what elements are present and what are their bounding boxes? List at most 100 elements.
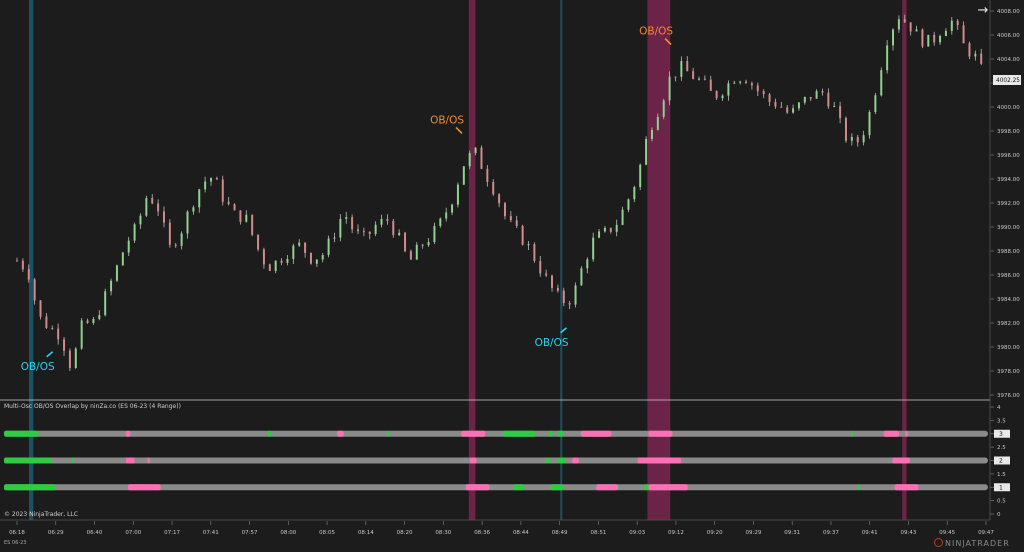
signal-band-ob-1 — [468, 0, 476, 520]
candle-156 — [933, 31, 936, 46]
candle-body-6 — [51, 328, 54, 330]
candle-66 — [404, 231, 407, 253]
candle-133 — [797, 101, 800, 111]
candle-body-126 — [756, 85, 759, 92]
candle-141 — [844, 116, 847, 143]
arrow-right-icon[interactable]: → — [977, 3, 989, 18]
signal-text-1: OB/OS — [430, 114, 464, 126]
candle-body-131 — [786, 107, 789, 113]
candle-108 — [650, 127, 653, 142]
candle-body-123 — [739, 81, 742, 83]
price-tick-15: 3978.00 — [997, 369, 1020, 375]
candle-106 — [639, 163, 642, 191]
candle-body-69 — [421, 244, 424, 246]
candle-3 — [33, 277, 36, 305]
track-1-segment-4 — [550, 484, 564, 491]
track-1-segment-2 — [465, 484, 490, 491]
time-tick-7: 08:00 — [280, 530, 296, 536]
candle-137 — [821, 88, 824, 96]
time-tick-16: 09:03 — [629, 530, 645, 536]
price-tick-16: 3976.00 — [997, 393, 1020, 399]
candle-144 — [862, 130, 865, 146]
track-level-marker-1 — [994, 483, 1010, 492]
candle-7 — [57, 323, 60, 345]
candle-142 — [850, 133, 853, 146]
candle-body-66 — [404, 232, 407, 252]
candle-body-81 — [492, 182, 495, 195]
candle-body-58 — [357, 229, 360, 232]
candle-body-89 — [539, 260, 542, 274]
candle-body-110 — [662, 100, 665, 117]
candle-body-18 — [121, 252, 124, 266]
candle-129 — [774, 98, 777, 109]
candle-87 — [527, 240, 530, 251]
candle-27 — [174, 242, 177, 248]
signal-tick-0 — [46, 351, 54, 358]
candle-29 — [186, 210, 189, 239]
candle-body-115 — [692, 71, 695, 80]
track-1-segment-7 — [648, 484, 688, 491]
indicator-tick-5: 1.5 — [997, 472, 1006, 478]
candle-153 — [915, 25, 918, 32]
candle-body-26 — [168, 222, 171, 245]
candle-63 — [386, 214, 389, 225]
time-tick-17: 09:12 — [668, 530, 684, 536]
candle-28 — [180, 231, 183, 250]
signal-text-3: OB/OS — [639, 26, 673, 38]
chart-frame — [0, 0, 991, 521]
indicator-tick-3: 2.5 — [997, 445, 1006, 451]
candle-57 — [351, 214, 354, 234]
time-tick-23: 09:43 — [901, 530, 917, 536]
candle-6 — [51, 325, 54, 330]
candle-body-53 — [327, 238, 330, 256]
signal-text-0: OB/OS — [21, 361, 55, 373]
candle-body-15 — [104, 291, 107, 316]
candle-body-145 — [868, 112, 871, 136]
candle-59 — [362, 227, 365, 237]
candle-body-78 — [474, 147, 477, 154]
candle-body-118 — [709, 79, 712, 91]
candle-61 — [374, 221, 377, 237]
time-axis: 06:18 06:29 06:40 07:00 07:17 07:41 07:57 08:00… — [9, 521, 994, 536]
candle-body-125 — [750, 83, 753, 86]
track-2-segment-9 — [892, 457, 910, 464]
signal-tick-1 — [455, 126, 463, 134]
candle-body-22 — [145, 198, 148, 216]
candle-1 — [21, 258, 24, 272]
candle-body-80 — [486, 168, 489, 183]
candle-body-59 — [362, 231, 365, 233]
candle-33 — [210, 177, 213, 186]
signal-tick-2 — [560, 327, 568, 334]
time-tick-19: 09:29 — [746, 530, 762, 536]
track-1-segment-8 — [857, 484, 860, 491]
track-bar-3 — [4, 430, 988, 437]
candle-body-52 — [321, 255, 324, 260]
track-3-segment-11 — [850, 430, 854, 437]
track-level-marker-3 — [994, 429, 1010, 438]
candle-93 — [562, 287, 565, 307]
candle-96 — [580, 266, 583, 286]
candle-110 — [662, 98, 665, 120]
candle-body-127 — [762, 91, 765, 95]
candle-body-27 — [174, 244, 177, 246]
candle-body-38 — [239, 210, 242, 222]
candle-77 — [468, 150, 471, 170]
candle-body-108 — [650, 129, 653, 139]
candle-body-67 — [409, 251, 412, 260]
candle-body-25 — [162, 211, 165, 223]
candle-body-7 — [57, 328, 60, 340]
candle-117 — [703, 75, 706, 81]
candle-21 — [139, 213, 142, 229]
track-3-segment-7 — [548, 430, 553, 437]
copyright-text: © 2023 NinjaTrader, LLC — [4, 511, 78, 518]
price-tick-7: 3994.00 — [997, 177, 1020, 183]
price-tick-5: 3998.00 — [997, 129, 1020, 135]
candle-53 — [327, 235, 330, 258]
candle-body-149 — [892, 29, 895, 46]
signal-label-3: OB/OS — [639, 26, 673, 46]
track-2-segment-3 — [147, 457, 150, 464]
candle-9 — [68, 348, 71, 371]
